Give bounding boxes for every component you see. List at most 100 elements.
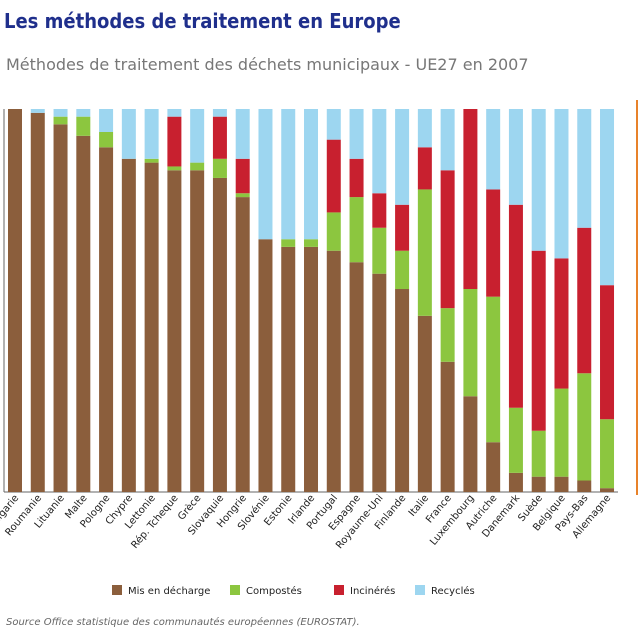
bar-segment	[372, 193, 387, 228]
source: Source Office statistique des communauté…	[6, 616, 360, 628]
bar-segment	[531, 430, 546, 477]
legend-swatch	[112, 585, 122, 595]
bar-segment	[76, 135, 91, 492]
bar-segment	[417, 147, 432, 190]
bar-segment	[212, 158, 227, 178]
bar-segment	[577, 109, 592, 228]
bar-segment	[531, 476, 546, 492]
bar-segment	[463, 289, 478, 397]
legend-label: Incinérés	[350, 585, 395, 597]
bar-segment	[326, 212, 341, 251]
bar-segment	[463, 396, 478, 492]
bar-segment	[486, 296, 501, 443]
bar-segment	[395, 109, 410, 205]
bar-segment	[440, 109, 455, 171]
bar-segment	[600, 285, 615, 420]
bar-segment	[577, 227, 592, 374]
bar-segment	[440, 361, 455, 492]
bar-segment	[144, 109, 159, 159]
bar-segment	[190, 109, 205, 163]
bar-segment	[304, 109, 319, 240]
bar-segment	[463, 109, 478, 290]
bar-segment	[144, 158, 159, 163]
bar-segment	[417, 315, 432, 492]
bar-segment	[554, 109, 569, 259]
bar-segment	[235, 158, 250, 194]
bar-segment	[417, 189, 432, 316]
bar-segment	[326, 139, 341, 213]
bar-segment	[600, 109, 615, 286]
bar-segment	[235, 193, 250, 198]
bar-segment	[600, 419, 615, 489]
bar-segment	[349, 158, 364, 198]
legend-label: Compostés	[246, 585, 302, 597]
bar-segment	[395, 250, 410, 290]
bar-segment	[281, 109, 296, 240]
bar-segment	[531, 250, 546, 431]
bar-segment	[326, 109, 341, 140]
bar-segment	[440, 170, 455, 309]
bar-segment	[53, 124, 68, 492]
bar-segment	[212, 116, 227, 159]
bar-segment	[577, 373, 592, 481]
bar-segment	[167, 166, 182, 171]
bar-segment	[235, 109, 250, 159]
bar-segment	[349, 109, 364, 159]
bar-segment	[304, 239, 319, 247]
bar-segment	[281, 246, 296, 492]
legend-label: Mis en décharge	[128, 585, 210, 597]
bar-segment	[508, 204, 523, 408]
bar-segment	[372, 273, 387, 492]
bar-segment	[372, 109, 387, 194]
bar-segment	[167, 109, 182, 117]
bar-segment	[167, 170, 182, 492]
legend-label: Recyclés	[431, 585, 475, 597]
legend-swatch	[415, 585, 425, 595]
bar-segment	[486, 109, 501, 190]
bar-segment	[190, 170, 205, 492]
bar-segment	[417, 109, 432, 148]
bar-segment	[76, 116, 91, 136]
bar-segment	[258, 239, 273, 492]
bar-segment	[76, 109, 91, 117]
legend-swatch	[334, 585, 344, 595]
bar-segment	[600, 488, 615, 492]
bar-segment	[577, 480, 592, 492]
bar-segment	[167, 116, 182, 167]
bar-segment	[486, 189, 501, 297]
bar-segment	[326, 250, 341, 492]
bar-segment	[99, 147, 114, 493]
bar-segment	[281, 239, 296, 247]
legend-swatch	[230, 585, 240, 595]
bar-segment	[349, 262, 364, 492]
bar-segment	[531, 109, 546, 251]
bar-segment	[99, 131, 114, 148]
bar-segment	[212, 109, 227, 117]
bar-segment	[30, 109, 45, 113]
bar-segment	[144, 162, 159, 492]
chart-title: Les méthodes de traitement en Europe	[4, 9, 401, 33]
bar-segment	[121, 158, 136, 493]
bar-segment	[190, 162, 205, 171]
bar-segment	[121, 109, 136, 159]
bar-segment	[554, 476, 569, 492]
bar-segment	[554, 258, 569, 389]
bar-segment	[235, 197, 250, 492]
bar-segment	[212, 177, 227, 492]
bar-segment	[508, 109, 523, 205]
bar-segment	[440, 308, 455, 362]
bar-segment	[349, 197, 364, 263]
bar-segment	[304, 246, 319, 492]
chart-subtitle: Méthodes de traitement des déchets munic…	[6, 55, 529, 74]
bar-segment	[8, 109, 22, 492]
bar-segment	[554, 388, 569, 477]
bar-segment	[53, 116, 68, 125]
bar-segment	[30, 112, 45, 492]
bar-segment	[508, 472, 523, 492]
bar-segment	[53, 109, 68, 117]
bar-segment	[395, 289, 410, 492]
bar-segment	[372, 227, 387, 274]
bar-segment	[486, 442, 501, 492]
bar-segment	[508, 407, 523, 473]
